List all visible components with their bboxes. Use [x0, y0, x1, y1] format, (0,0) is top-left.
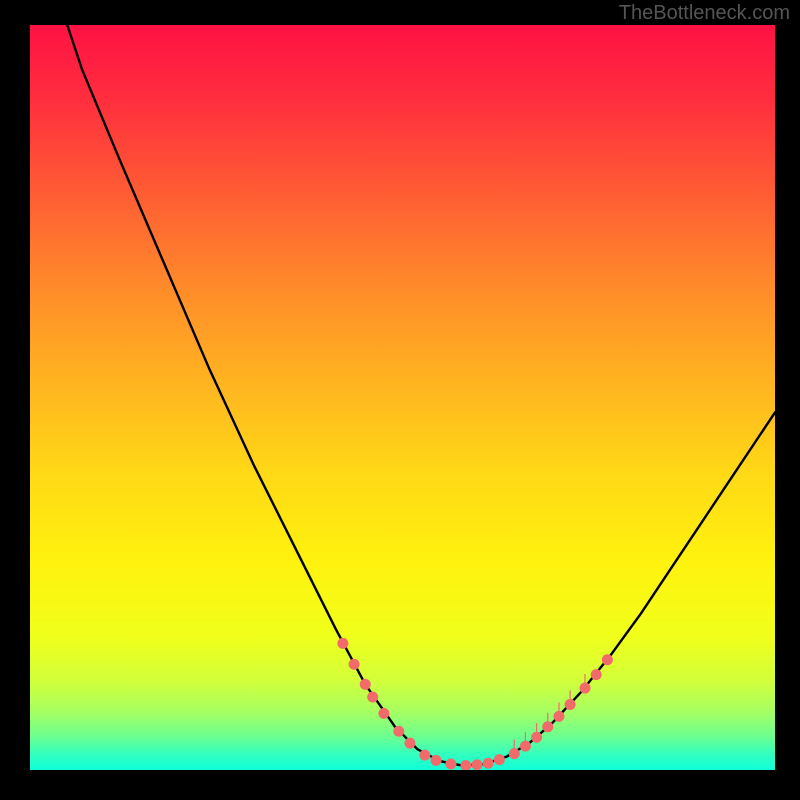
marker-dot	[553, 711, 564, 722]
marker-dot	[580, 683, 591, 694]
marker-dot	[483, 758, 494, 769]
marker-dot	[367, 691, 378, 702]
watermark-text: TheBottleneck.com	[619, 2, 790, 25]
marker-dot	[531, 732, 542, 743]
marker-dot	[602, 654, 613, 665]
marker-dot	[360, 679, 371, 690]
marker-dot	[349, 659, 360, 670]
marker-dot	[419, 750, 430, 761]
marker-dot	[520, 741, 531, 752]
marker-dot	[542, 721, 553, 732]
bottleneck-curve	[67, 25, 775, 766]
marker-dot	[565, 699, 576, 710]
marker-dot	[337, 638, 348, 649]
marker-dot	[431, 755, 442, 766]
plot-area	[30, 25, 775, 770]
chart-container: TheBottleneck.com	[0, 0, 800, 800]
marker-dot	[378, 708, 389, 719]
marker-dot	[393, 726, 404, 737]
curve-layer	[30, 25, 775, 770]
marker-dot	[509, 748, 520, 759]
marker-dot	[494, 754, 505, 765]
marker-dot	[591, 669, 602, 680]
marker-dot	[445, 759, 456, 770]
marker-dot	[404, 738, 415, 749]
marker-dot	[472, 759, 483, 770]
marker-dot	[460, 760, 471, 770]
